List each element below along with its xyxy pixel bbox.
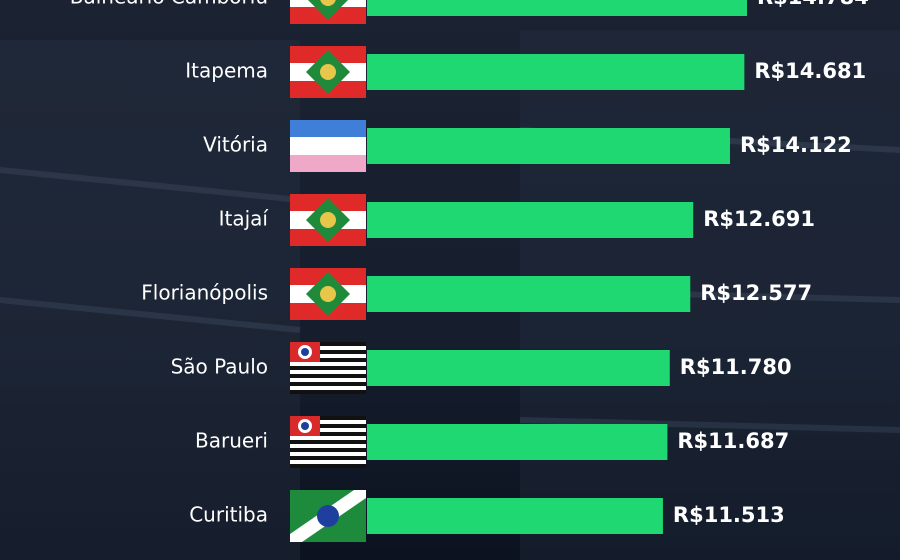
flag [290,46,366,98]
flag-stripe [290,370,366,374]
flag-stripe [290,444,366,448]
flag-stripe [290,424,366,428]
bar [367,202,694,238]
bar [367,54,745,90]
flag-emblem [301,422,309,430]
flag-stripe [290,366,366,370]
flag-stripe [290,456,366,460]
value-label: R$11.687 [677,429,789,453]
category-label: São Paulo [171,355,268,379]
flag-stripe [290,436,366,440]
flag-stripe [290,346,366,350]
category-label: Vitória [203,133,268,157]
category-label: Florianópolis [141,281,268,305]
value-label: R$14.122 [740,133,852,157]
flag [290,342,366,394]
flag-emblem [320,0,336,6]
bar [367,350,670,386]
flag [290,268,366,320]
flag-stripe [290,362,366,366]
value-label: R$14.784 [757,0,869,9]
bar [367,0,747,16]
bar [367,424,668,460]
flag-emblem [320,286,336,302]
flag-stripe [290,416,366,420]
flag-stripe [290,342,366,346]
category-label: Itapema [185,59,268,83]
flag [290,416,366,468]
bar [367,276,691,312]
category-label: Curitiba [189,503,268,527]
flag-stripe [290,354,366,358]
flag-stripe [290,137,366,155]
flag-stripe [290,440,366,444]
flag-stripe [290,358,366,362]
value-label: R$12.577 [700,281,812,305]
value-label: R$11.513 [673,503,785,527]
value-label: R$14.681 [754,59,866,83]
flag-stripe [290,448,366,452]
flag [290,490,366,542]
flag-stripe [290,460,366,464]
category-label: Barueri [195,429,268,453]
flag [290,0,366,24]
flag-stripe [290,386,366,390]
flag-stripe [290,420,366,424]
flag-stripe [290,390,366,394]
flag [290,194,366,246]
bar [367,498,663,534]
flag-stripe [290,378,366,382]
flag-emblem [320,64,336,80]
flag-stripe [290,464,366,468]
flag-stripe [290,155,366,172]
category-label: Itajaí [219,207,270,231]
flag-stripe [290,382,366,386]
flag-stripe [290,432,366,436]
flag-emblem [317,505,339,527]
flag-emblem [301,348,309,356]
value-label: R$11.780 [680,355,792,379]
flag-emblem [320,212,336,228]
flag-stripe [290,452,366,456]
bar [367,128,730,164]
flag-stripe [290,374,366,378]
flag-diamond [308,0,348,20]
category-label: Balneário Camboriú [70,0,268,9]
flag-stripe [290,120,366,137]
flag [290,120,366,172]
flag-stripe [290,350,366,354]
value-label: R$12.691 [703,207,815,231]
flag-stripe [290,428,366,432]
